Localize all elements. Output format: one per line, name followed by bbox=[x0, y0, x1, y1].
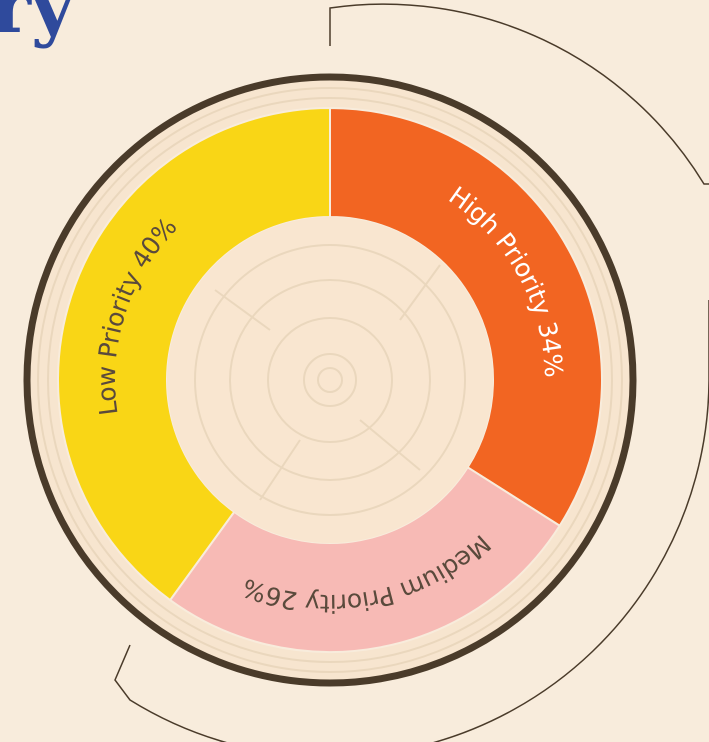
chart-title: ry bbox=[0, 0, 76, 50]
core bbox=[167, 217, 493, 543]
chart: ry High Priority34%Medium Priority26%Low… bbox=[0, 0, 709, 742]
